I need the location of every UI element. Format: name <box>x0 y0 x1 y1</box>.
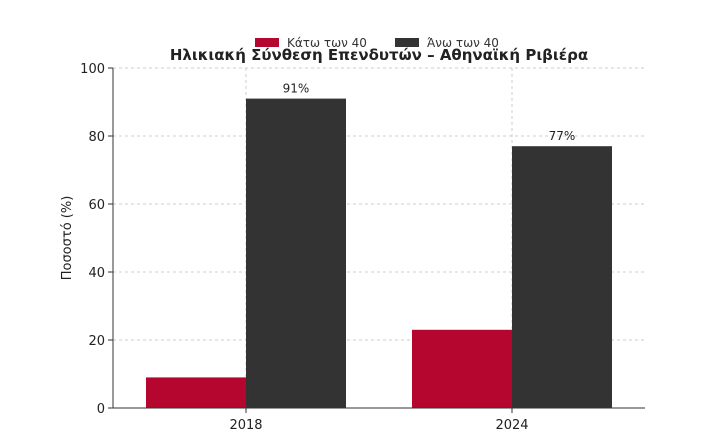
y-tick-label: 40 <box>88 266 105 281</box>
legend-label-over-40: Άνω των 40 <box>427 36 499 50</box>
bars <box>146 98 612 408</box>
y-tick-label: 100 <box>80 62 105 77</box>
data-label: 77% <box>549 129 576 143</box>
x-tick-label: 2018 <box>229 418 262 433</box>
x-tick-label: 2024 <box>495 418 528 433</box>
chart-title: Ηλικιακή Σύνθεση Επενδυτών – Αθηναϊκή Ρι… <box>170 46 588 64</box>
axes <box>112 68 645 409</box>
bar-under-40-2024 <box>412 329 512 408</box>
data-labels: 91% 77% <box>283 82 576 144</box>
bar-over-40-2018 <box>246 98 346 408</box>
legend-swatch-over-40 <box>395 38 419 47</box>
legend-swatch-under-40 <box>255 38 279 47</box>
legend-label-under-40: Κάτω των 40 <box>287 36 367 50</box>
legend: Κάτω των 40 Άνω των 40 <box>255 36 499 50</box>
y-tick-labels: 0 20 40 60 80 100 <box>80 62 113 417</box>
y-axis-label: Ποσοστό (%) <box>60 196 75 281</box>
bar-over-40-2024 <box>512 146 612 408</box>
y-tick-label: 80 <box>88 130 105 145</box>
y-tick-label: 0 <box>97 402 105 417</box>
bar-under-40-2018 <box>146 377 246 408</box>
y-tick-label: 20 <box>88 334 105 349</box>
data-label: 91% <box>283 82 310 96</box>
y-tick-label: 60 <box>88 198 105 213</box>
x-tick-labels: 2018 2024 <box>229 408 529 433</box>
